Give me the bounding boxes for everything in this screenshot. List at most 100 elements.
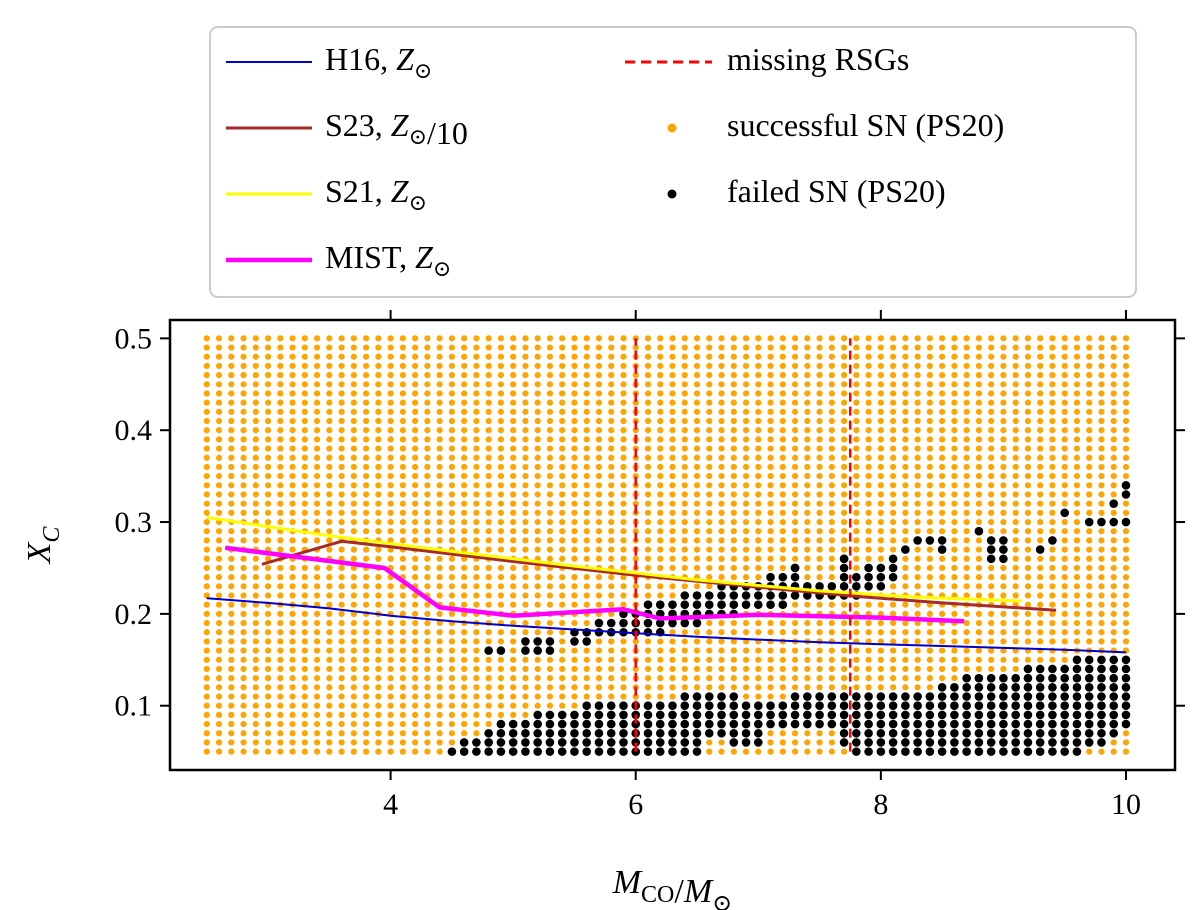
successful-sn-point bbox=[828, 436, 835, 443]
successful-sn-point bbox=[730, 509, 737, 516]
successful-sn-point bbox=[522, 619, 529, 627]
successful-sn-point bbox=[963, 583, 970, 590]
successful-sn-point bbox=[804, 748, 811, 755]
successful-sn-point bbox=[1049, 583, 1056, 590]
successful-sn-point bbox=[608, 427, 615, 434]
successful-sn-point bbox=[779, 408, 786, 415]
successful-sn-point bbox=[1024, 390, 1032, 397]
successful-sn-point bbox=[264, 482, 272, 489]
successful-sn-point bbox=[473, 408, 480, 415]
failed-sn-point bbox=[1048, 710, 1057, 720]
failed-sn-point bbox=[913, 710, 922, 720]
successful-sn-point bbox=[301, 647, 308, 654]
successful-sn-point bbox=[1098, 509, 1105, 516]
successful-sn-point bbox=[620, 564, 627, 572]
successful-sn-point bbox=[240, 629, 247, 636]
successful-sn-point bbox=[742, 647, 750, 654]
failed-sn-point bbox=[888, 728, 898, 738]
successful-sn-point bbox=[412, 748, 419, 755]
successful-sn-point bbox=[203, 638, 210, 645]
failed-sn-point bbox=[1023, 683, 1033, 692]
successful-sn-point bbox=[571, 601, 578, 608]
successful-sn-point bbox=[840, 619, 848, 627]
successful-sn-point bbox=[926, 546, 933, 553]
successful-sn-point bbox=[363, 574, 370, 581]
successful-sn-point bbox=[755, 647, 762, 654]
successful-sn-point bbox=[1122, 463, 1130, 471]
successful-sn-point bbox=[1122, 344, 1130, 351]
successful-sn-point bbox=[914, 390, 921, 397]
successful-sn-point bbox=[350, 381, 357, 388]
successful-sn-point bbox=[1073, 427, 1081, 434]
failed-sn-point bbox=[545, 719, 555, 729]
successful-sn-point bbox=[963, 408, 970, 415]
failed-sn-point bbox=[1121, 481, 1131, 490]
successful-sn-point bbox=[228, 684, 235, 691]
successful-sn-point bbox=[546, 362, 554, 370]
successful-sn-point bbox=[975, 399, 983, 406]
successful-sn-point bbox=[595, 335, 603, 342]
successful-sn-point bbox=[853, 684, 860, 691]
successful-sn-point bbox=[718, 647, 725, 654]
successful-sn-point bbox=[289, 748, 296, 755]
successful-sn-point bbox=[510, 574, 517, 581]
successful-sn-point bbox=[583, 353, 590, 360]
successful-sn-point bbox=[1037, 344, 1044, 351]
successful-sn-point bbox=[657, 693, 664, 700]
successful-sn-point bbox=[963, 509, 970, 516]
successful-sn-point bbox=[412, 427, 419, 434]
successful-sn-point bbox=[252, 537, 259, 544]
successful-sn-point bbox=[215, 619, 223, 627]
successful-sn-point bbox=[485, 592, 492, 599]
successful-sn-point bbox=[338, 454, 345, 461]
successful-sn-point bbox=[669, 555, 676, 562]
successful-sn-point bbox=[902, 509, 909, 516]
successful-sn-point bbox=[497, 408, 505, 415]
successful-sn-point bbox=[313, 445, 321, 452]
failed-sn-point bbox=[974, 683, 984, 692]
failed-sn-point bbox=[729, 701, 739, 711]
successful-sn-point bbox=[1086, 454, 1093, 461]
successful-sn-point bbox=[203, 362, 210, 370]
successful-sn-point bbox=[755, 537, 762, 544]
successful-sn-point bbox=[301, 583, 308, 590]
successful-sn-point bbox=[546, 500, 554, 507]
failed-sn-point bbox=[852, 572, 861, 582]
successful-sn-point bbox=[559, 408, 566, 415]
successful-sn-point bbox=[939, 500, 946, 507]
successful-sn-point bbox=[338, 546, 345, 553]
successful-sn-point bbox=[326, 381, 333, 388]
successful-sn-point bbox=[963, 638, 970, 645]
successful-sn-point bbox=[363, 445, 370, 452]
failed-sn-point bbox=[876, 728, 886, 738]
successful-sn-point bbox=[326, 748, 333, 755]
failed-sn-point bbox=[1097, 683, 1106, 692]
successful-sn-point bbox=[657, 583, 664, 590]
successful-sn-point bbox=[1098, 427, 1105, 434]
successful-sn-point bbox=[546, 555, 554, 562]
failed-sn-point bbox=[753, 738, 763, 747]
successful-sn-point bbox=[669, 528, 676, 535]
successful-sn-point bbox=[215, 574, 223, 581]
successful-sn-point bbox=[228, 417, 235, 425]
successful-sn-point bbox=[436, 482, 443, 489]
successful-sn-point bbox=[828, 344, 835, 351]
failed-sn-point bbox=[986, 692, 996, 701]
successful-sn-point bbox=[1122, 537, 1130, 544]
successful-sn-point bbox=[203, 711, 210, 719]
successful-sn-point bbox=[804, 537, 811, 544]
failed-sn-point bbox=[1072, 655, 1082, 665]
successful-sn-point bbox=[203, 408, 210, 415]
successful-sn-point bbox=[522, 537, 529, 544]
successful-sn-point bbox=[313, 381, 321, 388]
successful-sn-point bbox=[1024, 500, 1032, 507]
successful-sn-point bbox=[301, 372, 308, 379]
successful-sn-point bbox=[828, 427, 835, 434]
successful-sn-point bbox=[1037, 555, 1044, 562]
successful-sn-point bbox=[277, 390, 284, 397]
successful-sn-point bbox=[375, 390, 382, 397]
failed-sn-point bbox=[876, 738, 886, 747]
successful-sn-point bbox=[473, 417, 480, 425]
successful-sn-point bbox=[252, 739, 259, 746]
successful-sn-point bbox=[767, 693, 774, 700]
